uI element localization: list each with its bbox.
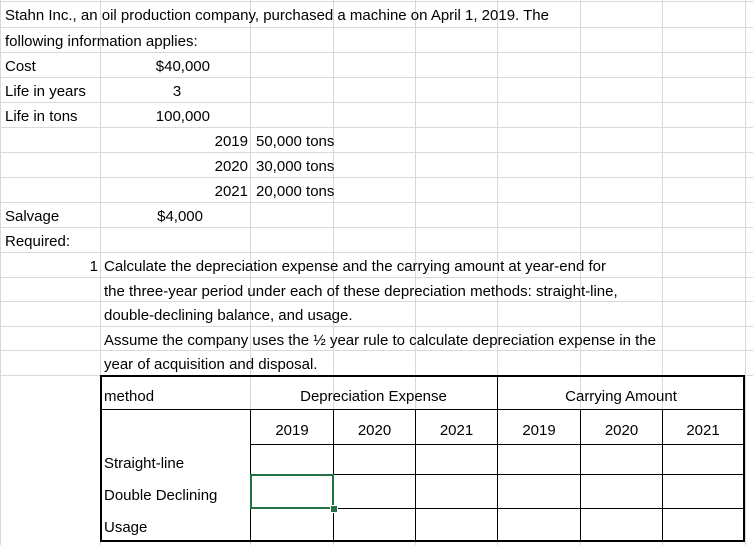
fill-handle[interactable] xyxy=(330,505,338,513)
required-line-5: year of acquisition and disposal. xyxy=(104,356,318,373)
production-tons-2021: 20,000 tons xyxy=(256,183,335,200)
method-header: method xyxy=(104,388,155,405)
production-year-2021: 2021 xyxy=(214,183,248,200)
table-border-bottom xyxy=(100,540,745,542)
life-years-label: Life in years xyxy=(5,83,86,100)
depreciation-expense-header: Depreciation Expense xyxy=(300,388,447,405)
required-number: 1 xyxy=(89,258,98,275)
answer-cell-usage-dep-2021[interactable] xyxy=(416,509,497,540)
table-border-top xyxy=(100,375,745,377)
production-year-2020: 2020 xyxy=(214,158,248,175)
year-header-dep-2021: 2021 xyxy=(439,422,474,439)
answer-cell-usage-carry-2019[interactable] xyxy=(498,509,580,540)
production-tons-2019: 50,000 tons xyxy=(256,133,335,150)
row-label-usage: Usage xyxy=(104,519,148,536)
required-line-3: double-declining balance, and usage. xyxy=(104,307,353,324)
table-border-right xyxy=(743,375,745,542)
answer-cell-usage-dep-2020[interactable] xyxy=(334,509,415,540)
year-header-dep-2020: 2020 xyxy=(357,422,392,439)
cost-label: Cost xyxy=(5,58,36,75)
table-border-left xyxy=(100,375,102,542)
carrying-amount-header: Carrying Amount xyxy=(565,388,677,405)
answer-cell-double-declining-carry-2020[interactable] xyxy=(581,475,662,508)
year-header-dep-2019: 2019 xyxy=(275,422,309,439)
answer-cell-straight-line-carry-2019[interactable] xyxy=(498,445,580,474)
intro-line-2: following information applies: xyxy=(5,33,198,50)
production-tons-2020: 30,000 tons xyxy=(256,158,335,175)
answer-cell-double-declining-carry-2019[interactable] xyxy=(498,475,580,508)
answer-cell-straight-line-carry-2021[interactable] xyxy=(663,445,743,474)
salvage-value: $4,000 xyxy=(157,208,203,225)
answer-cell-double-declining-carry-2021[interactable] xyxy=(663,475,743,508)
required-line-1: Calculate the depreciation expense and t… xyxy=(104,258,606,275)
life-tons-value: 100,000 xyxy=(155,108,210,125)
answer-cell-straight-line-dep-2021[interactable] xyxy=(416,445,497,474)
intro-line-1: Stahn Inc., an oil production company, p… xyxy=(5,7,549,24)
row-label-straight-line: Straight-line xyxy=(104,455,185,472)
cost-value: $40,000 xyxy=(155,58,210,75)
active-cell-selection[interactable] xyxy=(250,474,334,509)
required-line-4: Assume the company uses the ½ year rule … xyxy=(104,332,656,349)
salvage-label: Salvage xyxy=(5,208,60,225)
required-line-2: the three-year period under each of thes… xyxy=(104,283,618,300)
answer-cell-straight-line-dep-2020[interactable] xyxy=(334,445,415,474)
life-tons-label: Life in tons xyxy=(5,108,78,125)
year-header-carry-2019: 2019 xyxy=(522,422,556,439)
answer-cell-usage-carry-2020[interactable] xyxy=(581,509,662,540)
answer-cell-usage-carry-2021[interactable] xyxy=(663,509,743,540)
table-border-v5 xyxy=(580,410,581,541)
table-border-h1 xyxy=(100,409,745,410)
required-label: Required: xyxy=(5,233,71,250)
row-label-double-declining: Double Declining xyxy=(104,487,218,504)
table-border-v6 xyxy=(662,410,663,541)
answer-cell-straight-line-carry-2020[interactable] xyxy=(581,445,662,474)
answer-cell-double-declining-dep-2021[interactable] xyxy=(416,475,497,508)
table-border-v4 xyxy=(497,376,498,541)
table-border-v3 xyxy=(415,410,416,541)
year-header-carry-2021: 2021 xyxy=(686,422,720,439)
answer-cell-double-declining-dep-2020[interactable] xyxy=(334,475,415,508)
answer-cell-straight-line-dep-2019[interactable] xyxy=(251,445,333,474)
answer-cell-usage-dep-2019[interactable] xyxy=(251,509,333,540)
life-years-value: 3 xyxy=(172,83,182,100)
production-year-2019: 2019 xyxy=(214,133,248,150)
year-header-carry-2020: 2020 xyxy=(604,422,639,439)
